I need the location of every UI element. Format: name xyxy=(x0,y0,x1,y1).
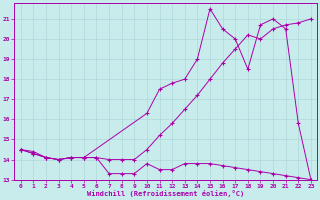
X-axis label: Windchill (Refroidissement éolien,°C): Windchill (Refroidissement éolien,°C) xyxy=(87,190,244,197)
